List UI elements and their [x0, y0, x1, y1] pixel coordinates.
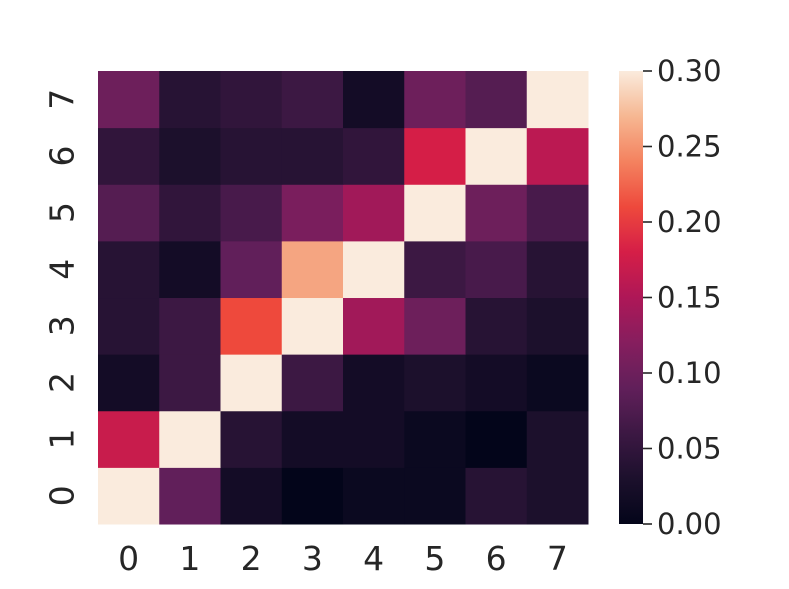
heatmap-cell-4-1 — [159, 240, 221, 299]
heatmap-cell-2-3 — [281, 354, 344, 412]
heatmap-cell-1-0 — [98, 410, 160, 468]
heatmap-cell-7-6 — [465, 71, 528, 129]
heatmap-cell-3-1 — [159, 297, 221, 355]
colorbar-tick-label: 0.20 — [657, 205, 722, 239]
x-tick-label: 0 — [118, 539, 139, 578]
heatmap-cell-7-1 — [159, 71, 221, 129]
colorbar-tick-label: 0.25 — [657, 130, 722, 164]
heatmap-cell-1-2 — [220, 410, 283, 468]
heatmap-cell-1-5 — [404, 410, 466, 468]
y-tick-label: 6 — [43, 145, 82, 166]
heatmap-cell-6-0 — [98, 127, 160, 185]
heatmap-cell-7-3 — [281, 71, 344, 129]
heatmap-cell-3-5 — [404, 297, 466, 355]
heatmap-cell-5-2 — [220, 184, 283, 242]
heatmap-cell-2-5 — [404, 354, 466, 412]
colorbar — [619, 71, 643, 524]
heatmap-cell-3-4 — [343, 297, 405, 355]
y-tick-label: 2 — [43, 372, 82, 393]
heatmap-cell-4-5 — [404, 240, 466, 299]
heatmap-cell-5-0 — [98, 184, 160, 242]
heatmap-cell-0-2 — [220, 467, 283, 525]
heatmap-cell-5-5 — [404, 184, 466, 242]
y-tick-label: 4 — [43, 259, 82, 280]
colorbar-tick-label: 0.15 — [657, 281, 722, 315]
colorbar-tick-label: 0.30 — [657, 54, 722, 88]
heatmap-cell-4-7 — [526, 240, 589, 299]
heatmap-cell-1-6 — [465, 410, 528, 468]
x-tick-label: 6 — [486, 539, 507, 578]
heatmap-cell-0-4 — [343, 467, 405, 525]
heatmap-cell-3-0 — [98, 297, 160, 355]
heatmap-cell-4-0 — [98, 240, 160, 299]
y-tick-label: 0 — [43, 485, 82, 506]
heatmap-cells — [98, 71, 589, 525]
heatmap-cell-4-6 — [465, 240, 528, 299]
heatmap-cell-6-6 — [465, 127, 528, 185]
heatmap-cell-0-3 — [281, 467, 344, 525]
heatmap-cell-5-3 — [281, 184, 344, 242]
heatmap-cell-7-2 — [220, 71, 283, 129]
x-tick-label: 4 — [363, 539, 384, 578]
heatmap-cell-7-4 — [343, 71, 405, 129]
heatmap-cell-6-7 — [526, 127, 589, 185]
y-tick-labels: 0 1 2 3 4 5 6 7 — [43, 89, 82, 506]
heatmap-cell-4-3 — [281, 240, 344, 299]
heatmap-cell-0-6 — [465, 467, 528, 525]
heatmap-cell-0-0 — [98, 467, 160, 525]
heatmap-cell-5-1 — [159, 184, 221, 242]
heatmap-cell-2-6 — [465, 354, 528, 412]
heatmap-cell-2-2 — [220, 354, 283, 412]
heatmap-cell-7-7 — [526, 71, 589, 129]
heatmap-cell-1-7 — [526, 410, 589, 468]
heatmap-cell-6-1 — [159, 127, 221, 185]
heatmap-cell-5-4 — [343, 184, 405, 242]
heatmap-cell-0-5 — [404, 467, 466, 525]
colorbar-ticks: 0.00 0.05 0.10 0.15 0.20 0.25 0.30 — [643, 54, 722, 541]
heatmap-cell-2-7 — [526, 354, 589, 412]
heatmap-cell-6-2 — [220, 127, 283, 185]
heatmap-cell-4-4 — [343, 240, 405, 299]
heatmap-cell-0-1 — [159, 467, 221, 525]
colorbar-tick-label: 0.10 — [657, 356, 722, 390]
heatmap-cell-3-3 — [281, 297, 344, 355]
heatmap-cell-0-7 — [526, 467, 589, 525]
heatmap-cell-7-5 — [404, 71, 466, 129]
y-tick-label: 1 — [43, 429, 82, 450]
x-tick-label: 3 — [302, 539, 323, 578]
heatmap-cell-6-5 — [404, 127, 466, 185]
y-tick-label: 7 — [43, 89, 82, 110]
heatmap-cell-2-0 — [98, 354, 160, 412]
x-tick-labels: 0 1 2 3 4 5 6 7 — [118, 539, 568, 578]
x-tick-label: 5 — [424, 539, 445, 578]
colorbar-tick-label: 0.00 — [657, 507, 722, 541]
heatmap-cell-7-0 — [98, 71, 160, 129]
heatmap-cell-3-7 — [526, 297, 589, 355]
heatmap-cell-4-2 — [220, 240, 283, 299]
heatmap-cell-2-1 — [159, 354, 221, 412]
x-tick-label: 2 — [241, 539, 262, 578]
colorbar-gradient — [619, 71, 643, 524]
colorbar-tick-label: 0.05 — [657, 432, 722, 466]
heatmap-cell-5-6 — [465, 184, 528, 242]
heatmap-cell-6-3 — [281, 127, 344, 185]
heatmap-cell-1-3 — [281, 410, 344, 468]
y-tick-label: 3 — [43, 315, 82, 336]
heatmap-cell-3-6 — [465, 297, 528, 355]
heatmap-cell-6-4 — [343, 127, 405, 185]
x-tick-label: 1 — [179, 539, 200, 578]
heatmap-cell-2-4 — [343, 354, 405, 412]
x-tick-label: 7 — [547, 539, 568, 578]
heatmap-cell-5-7 — [526, 184, 589, 242]
heatmap-cell-1-1 — [159, 410, 221, 468]
y-tick-label: 5 — [43, 202, 82, 223]
heatmap-cell-1-4 — [343, 410, 405, 468]
heatmap-cell-3-2 — [220, 297, 283, 355]
